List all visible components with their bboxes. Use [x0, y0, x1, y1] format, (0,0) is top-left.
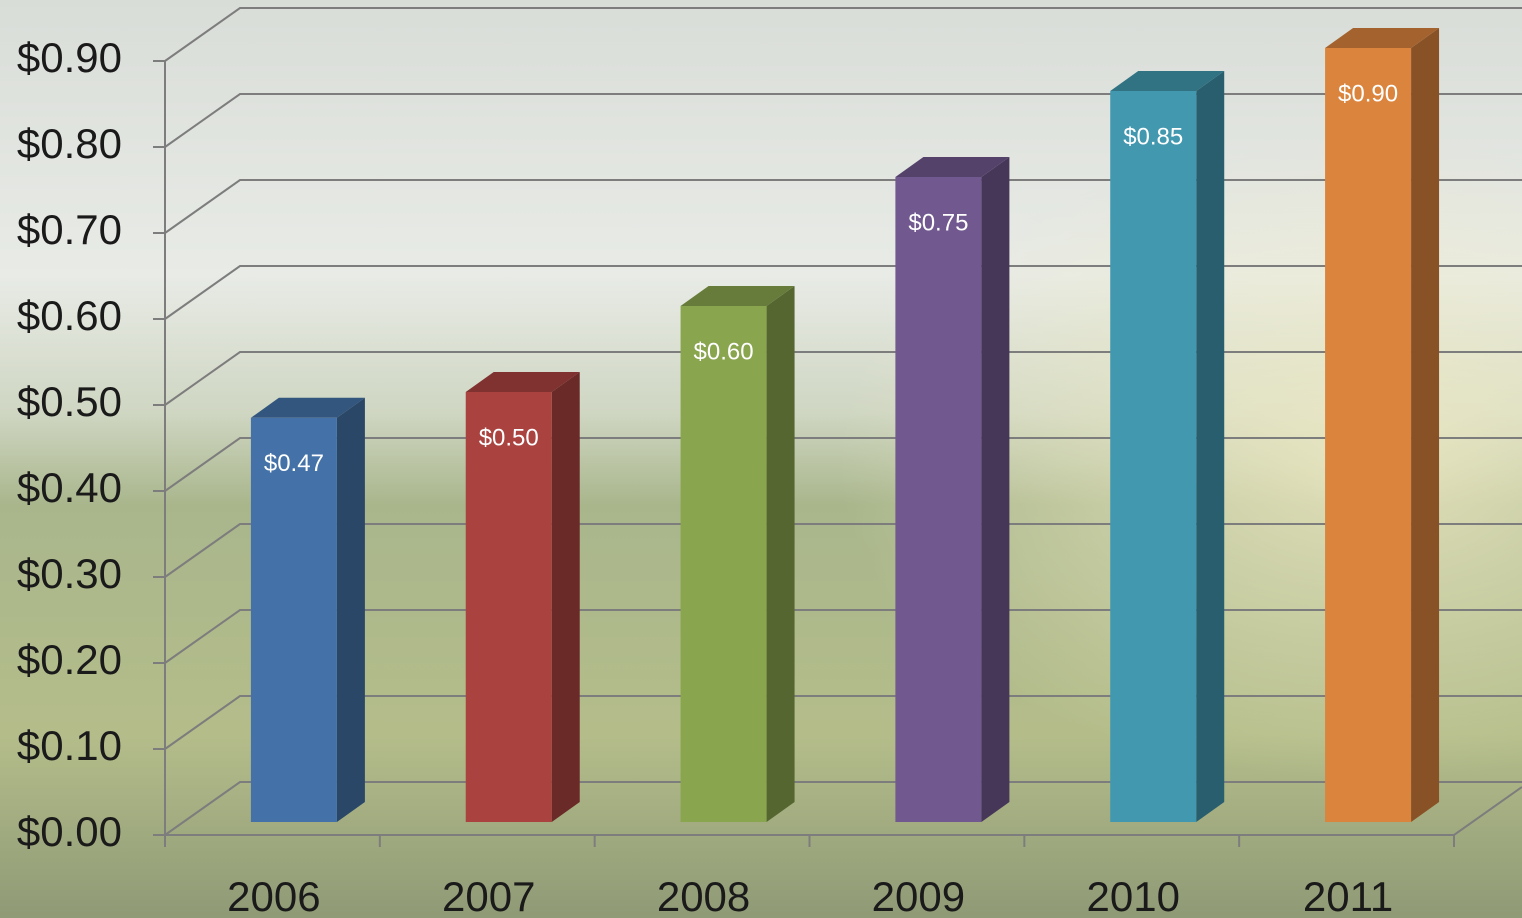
x-tick-label: 2011 — [1303, 873, 1393, 918]
bar — [1110, 91, 1196, 822]
x-tick-label: 2009 — [872, 873, 965, 918]
value-label: $0.85 — [1123, 123, 1183, 150]
bar — [681, 306, 767, 822]
bar-side — [552, 372, 580, 822]
x-tick-label: 2007 — [442, 873, 535, 918]
chart: $0.00 $0.10 $0.20 $0.30 $0.40 $0.50 $0.60 $0.70… — [0, 0, 1522, 918]
value-label: $0.60 — [694, 338, 754, 365]
x-tick-label: 2008 — [657, 873, 750, 918]
value-label: $0.47 — [264, 450, 324, 477]
bar-side — [1411, 28, 1439, 822]
value-label: $0.50 — [479, 424, 539, 451]
y-tick-label: $0.20 — [17, 636, 122, 683]
y-tick-label: $0.30 — [17, 550, 122, 597]
value-label: $0.75 — [908, 209, 968, 236]
y-tick-label: $0.60 — [17, 292, 122, 339]
bar — [466, 392, 552, 822]
x-tick-label: 2010 — [1087, 873, 1180, 918]
y-tick-label: $0.50 — [17, 378, 122, 425]
bar — [895, 177, 981, 822]
bar-side — [981, 157, 1009, 822]
bar-side — [767, 286, 795, 822]
y-tick-label: $0.80 — [17, 120, 122, 167]
y-tick-label: $0.70 — [17, 206, 122, 253]
y-tick-label: $0.10 — [17, 722, 122, 769]
bar-side — [337, 398, 365, 822]
bar — [1325, 48, 1411, 822]
y-tick-label: $0.90 — [17, 34, 122, 81]
x-tick-label: 2006 — [227, 873, 320, 918]
y-tick-label: $0.00 — [17, 808, 122, 855]
bar-side — [1196, 71, 1224, 822]
y-tick-label: $0.40 — [17, 464, 122, 511]
value-label: $0.90 — [1338, 80, 1398, 107]
bar — [251, 418, 337, 822]
page: {"chart_data": {"type": "bar3d", "catego… — [0, 0, 1522, 918]
